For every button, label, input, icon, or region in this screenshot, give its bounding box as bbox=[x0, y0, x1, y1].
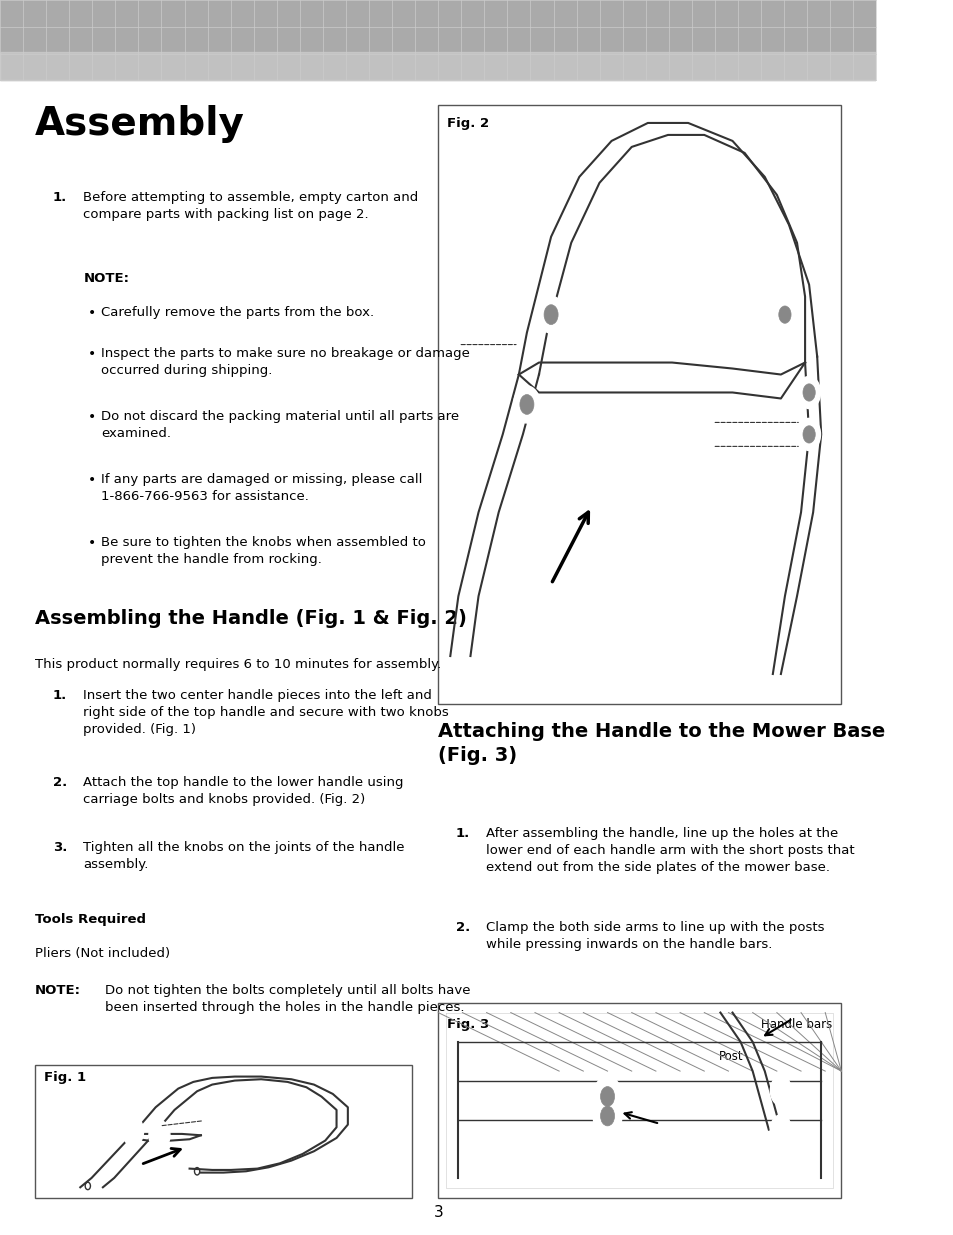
Text: Insert the two center handle pieces into the left and
right side of the top hand: Insert the two center handle pieces into… bbox=[83, 689, 449, 736]
Text: After assembling the handle, line up the holes at the
lower end of each handle a: After assembling the handle, line up the… bbox=[486, 827, 854, 874]
Circle shape bbox=[773, 299, 796, 331]
Circle shape bbox=[514, 385, 539, 422]
Text: NOTE:: NOTE: bbox=[83, 272, 129, 285]
Circle shape bbox=[593, 1097, 621, 1136]
Circle shape bbox=[802, 426, 815, 443]
Circle shape bbox=[797, 419, 820, 451]
Text: 1.: 1. bbox=[52, 191, 67, 205]
Circle shape bbox=[797, 377, 820, 409]
Circle shape bbox=[519, 394, 534, 414]
Text: 3: 3 bbox=[433, 1205, 442, 1220]
Text: If any parts are damaged or missing, please call
1-866-766-9563 for assistance.: If any parts are damaged or missing, ple… bbox=[101, 473, 422, 503]
Bar bbox=[0, 52, 876, 80]
Text: 2.: 2. bbox=[52, 776, 67, 789]
Text: 2.: 2. bbox=[456, 921, 470, 935]
Circle shape bbox=[593, 1077, 621, 1116]
Text: This product normally requires 6 to 10 minutes for assembly.: This product normally requires 6 to 10 m… bbox=[35, 658, 441, 672]
Text: 1.: 1. bbox=[52, 689, 67, 703]
Text: 1.: 1. bbox=[456, 827, 470, 841]
Circle shape bbox=[649, 1134, 670, 1163]
Circle shape bbox=[778, 306, 790, 324]
Text: Do not tighten the bolts completely until all bolts have
been inserted through t: Do not tighten the bolts completely unti… bbox=[105, 984, 470, 1014]
Bar bbox=[35, 1065, 412, 1198]
Text: 3.: 3. bbox=[52, 841, 67, 855]
Text: Tighten all the knobs on the joints of the handle
assembly.: Tighten all the knobs on the joints of t… bbox=[83, 841, 404, 871]
Bar bbox=[0, 0, 876, 80]
Text: •: • bbox=[88, 536, 96, 550]
Text: Pliers (Not included): Pliers (Not included) bbox=[35, 947, 170, 961]
Circle shape bbox=[543, 305, 558, 325]
Text: •: • bbox=[88, 306, 96, 320]
Circle shape bbox=[599, 1087, 614, 1107]
Circle shape bbox=[599, 1107, 614, 1126]
Text: Assembly: Assembly bbox=[35, 105, 245, 143]
Circle shape bbox=[488, 1134, 509, 1163]
Text: Attaching the Handle to the Mower Base
(Fig. 3): Attaching the Handle to the Mower Base (… bbox=[437, 722, 884, 764]
Text: Before attempting to assemble, empty carton and
compare parts with packing list : Before attempting to assemble, empty car… bbox=[83, 191, 418, 221]
Text: Fig. 3: Fig. 3 bbox=[447, 1018, 489, 1031]
Text: •: • bbox=[88, 410, 96, 424]
Circle shape bbox=[770, 1115, 791, 1145]
Circle shape bbox=[729, 1134, 750, 1163]
Text: •: • bbox=[88, 473, 96, 487]
Circle shape bbox=[537, 296, 563, 333]
Text: Attach the top handle to the lower handle using
carriage bolts and knobs provide: Attach the top handle to the lower handl… bbox=[83, 776, 403, 805]
Circle shape bbox=[149, 1120, 170, 1150]
Text: Tools Required: Tools Required bbox=[35, 913, 146, 926]
Text: •: • bbox=[88, 347, 96, 361]
Text: Fig. 2: Fig. 2 bbox=[447, 117, 489, 131]
Text: Assembling the Handle (Fig. 1 & Fig. 2): Assembling the Handle (Fig. 1 & Fig. 2) bbox=[35, 609, 466, 627]
Text: Inspect the parts to make sure no breakage or damage
occurred during shipping.: Inspect the parts to make sure no breaka… bbox=[101, 347, 469, 377]
Text: Clamp the both side arms to line up with the posts
while pressing inwards on the: Clamp the both side arms to line up with… bbox=[486, 921, 824, 951]
Bar bbox=[437, 105, 841, 704]
Text: NOTE:: NOTE: bbox=[35, 984, 81, 998]
Text: Be sure to tighten the knobs when assembled to
prevent the handle from rocking.: Be sure to tighten the knobs when assemb… bbox=[101, 536, 425, 566]
Circle shape bbox=[122, 1116, 143, 1146]
Text: Carefully remove the parts from the box.: Carefully remove the parts from the box. bbox=[101, 306, 374, 320]
Bar bbox=[437, 1003, 841, 1198]
Text: Handle bars: Handle bars bbox=[760, 1018, 832, 1031]
Text: Do not discard the packing material until all parts are
examined.: Do not discard the packing material unti… bbox=[101, 410, 458, 440]
Text: Post: Post bbox=[718, 1050, 742, 1063]
Circle shape bbox=[770, 1076, 791, 1105]
Text: Fig. 1: Fig. 1 bbox=[44, 1071, 86, 1084]
Circle shape bbox=[802, 384, 815, 401]
